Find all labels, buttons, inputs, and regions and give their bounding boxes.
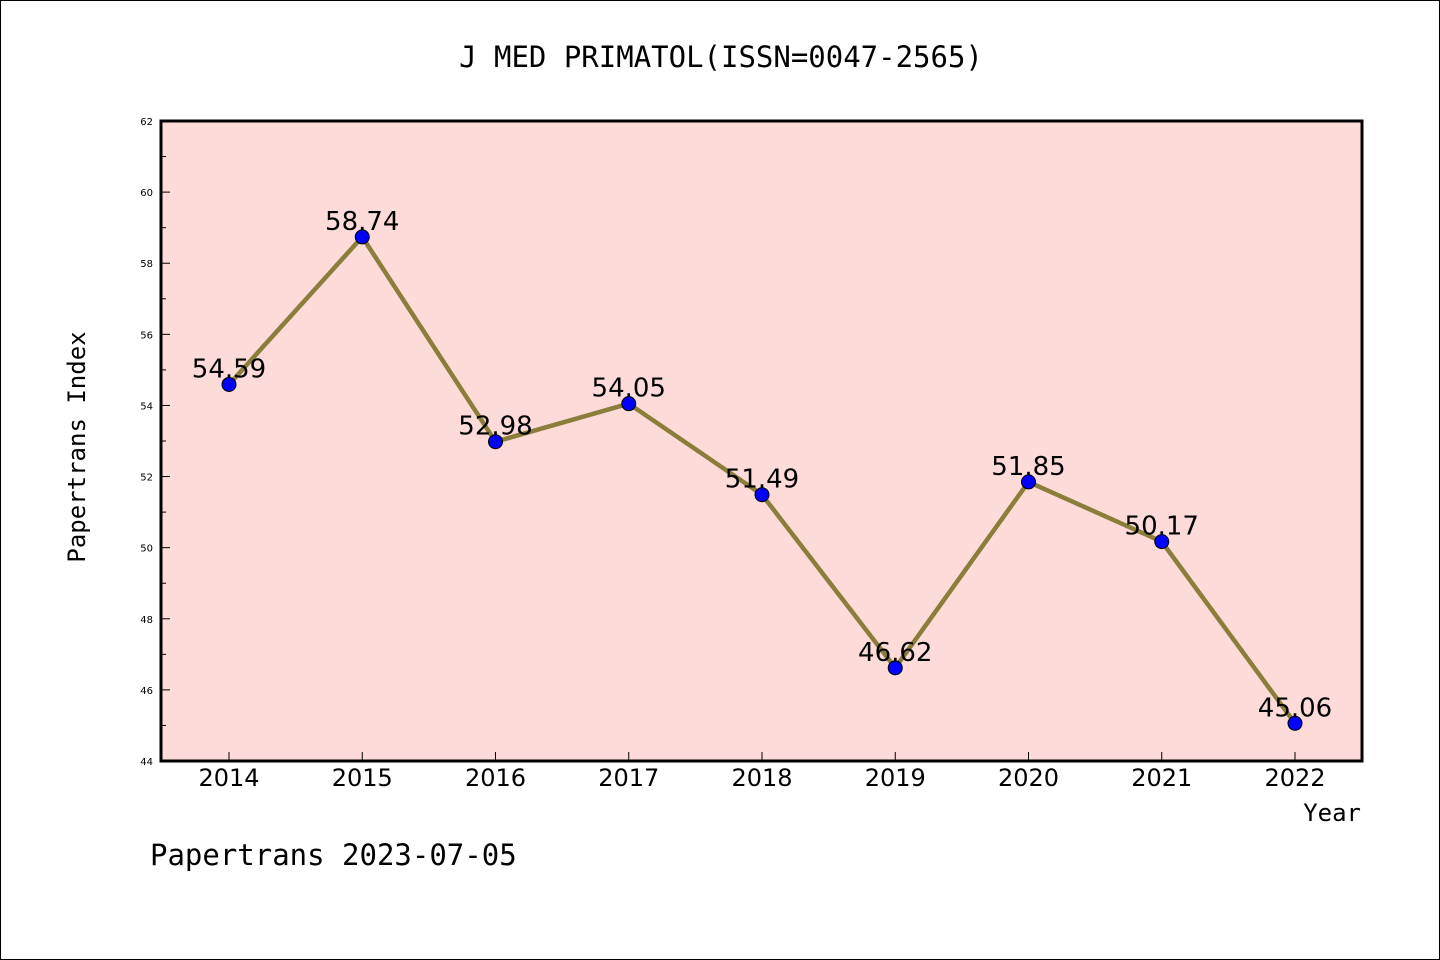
plot-area: 54.59 58.74 52.98 54.05 51.49 46.62 51.85 50.17… [159,119,1364,763]
y-tick-label: 52 [140,473,153,484]
x-tick-label: 2022 [1264,764,1325,792]
data-label: 45.06 [1258,693,1332,723]
y-tick-label: 48 [140,615,153,626]
data-point [887,660,903,676]
data-point [354,229,370,245]
plot-background [161,121,1362,761]
data-point [1154,534,1170,550]
x-tick-label: 2021 [1131,764,1192,792]
data-point [1287,715,1303,731]
x-axis: 2014 2015 2016 2017 2018 2019 2020 2021 2022 [198,752,1326,792]
series-group: 54.59 58.74 52.98 54.05 51.49 46.62 51.85 50.17… [192,207,1332,731]
x-tick-label: 2017 [598,764,659,792]
y-axis: 44 46 48 50 52 54 56 58 60 62 [140,117,170,768]
data-point [1021,474,1036,490]
y-tick-label: 56 [140,330,153,341]
y-tick-label: 50 [140,544,153,555]
data-label: 51.85 [991,452,1065,482]
data-label: 50.17 [1125,512,1199,542]
y-axis-label: Papertrans Index [63,331,91,562]
data-label: 54.59 [192,354,266,384]
data-label: 52.98 [458,412,532,442]
y-tick-label: 62 [140,117,153,128]
x-tick-label: 2014 [198,764,259,792]
x-tick-label: 2020 [998,764,1059,792]
y-tick-label: 44 [140,757,153,768]
data-label: 46.62 [858,638,932,668]
data-point [621,396,637,412]
x-tick-label: 2016 [465,764,526,792]
footer-note: Papertrans 2023-07-05 [150,838,517,872]
x-axis-label: Year [1303,799,1361,827]
data-label: 54.05 [592,374,666,404]
x-tick-label: 2018 [731,764,792,792]
x-tick-label: 2019 [865,764,926,792]
data-point [754,487,770,503]
data-point [221,376,237,392]
y-tick-label: 58 [140,259,153,270]
y-tick-label: 46 [140,686,153,697]
x-tick-label: 2015 [332,764,393,792]
data-label: 51.49 [725,465,799,495]
data-point [488,434,503,450]
chart-title: J MED PRIMATOL(ISSN=0047-2565) [459,40,983,74]
y-tick-label: 60 [140,188,153,199]
data-label: 58.74 [325,207,399,237]
y-tick-label: 54 [140,401,153,412]
